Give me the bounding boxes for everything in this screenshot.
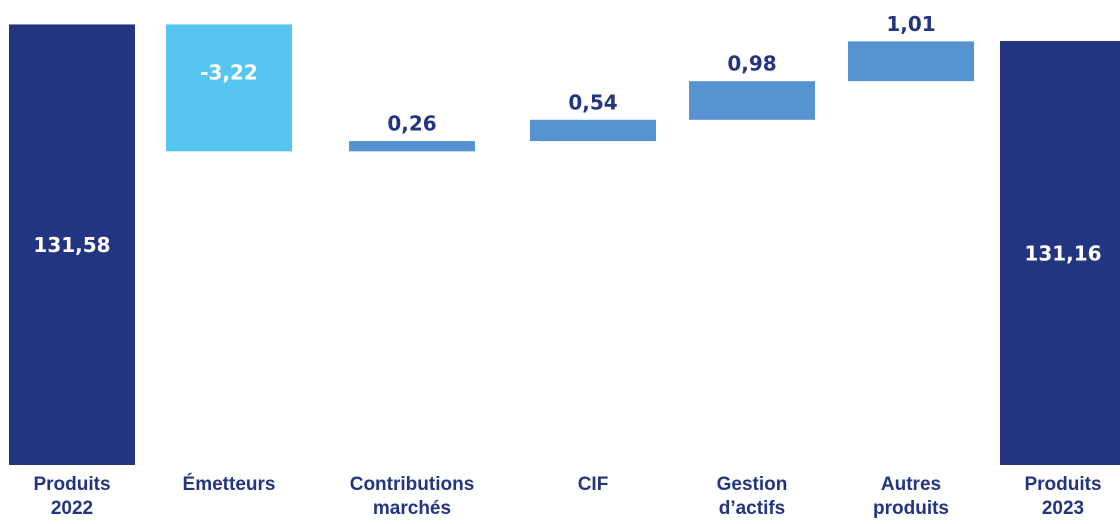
bar [1000,40,1120,465]
bar [530,119,656,142]
bar [349,141,475,152]
bar [166,24,292,152]
category-label: Gestion d’actifs [716,474,788,519]
value-label: 0,98 [727,52,776,76]
category-label: Autres produits [873,474,950,519]
value-label: 1,01 [886,12,935,36]
value-label: 0,54 [568,90,617,114]
category-label: Contributions marchés [349,474,475,519]
chart: 131,58 -3,22 0,26 0,54 0,98 1,01 131,16 [9,12,1120,466]
bar [689,81,815,120]
value-label: 131,58 [33,233,110,257]
bar [9,24,135,466]
category-label: Produits 2022 [33,474,111,519]
value-label: 0,26 [387,112,436,136]
value-label: -3,22 [200,60,258,84]
category-label: CIF [577,474,609,495]
category-label: Produits 2023 [1024,474,1102,519]
category-label: Émetteurs [182,474,276,495]
value-label: 131,16 [1024,241,1101,265]
bar [848,41,974,82]
